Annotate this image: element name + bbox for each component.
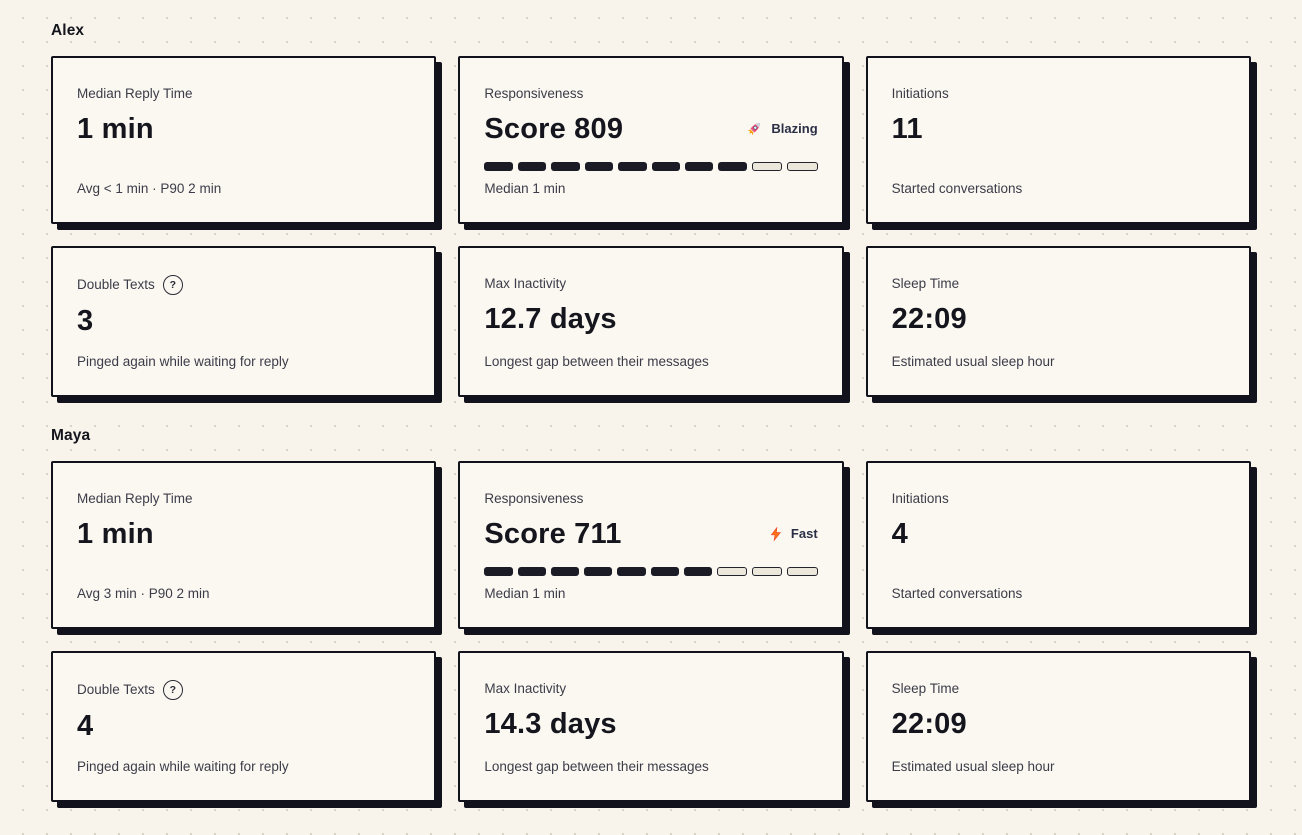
progress-segment [551, 162, 580, 172]
progress-segment [484, 162, 513, 172]
badge-label: Blazing [771, 121, 818, 137]
score-value: Score 809 [484, 112, 624, 145]
help-icon[interactable]: ? [162, 680, 183, 700]
progress-segment [651, 162, 680, 172]
card-subtext: Median 1 min [484, 586, 566, 602]
card-label: Responsiveness [484, 86, 584, 101]
progress-segment [584, 162, 614, 172]
card-responsiveness: Responsiveness Score 809 [458, 56, 844, 224]
card-label: Double Texts [77, 277, 155, 293]
card-subtext: Started conversations [891, 586, 1023, 602]
progress-segment [787, 162, 818, 172]
card-subtext: Longest gap between their messages [484, 354, 709, 370]
card-value: 3 [77, 305, 94, 337]
card-value: 1 min [77, 517, 154, 550]
card-subtext: Pinged again while waiting for reply [77, 759, 289, 775]
cards-grid: Median Reply Time 1 min Avg 3 min · P90 … [51, 461, 1251, 802]
progress-segment [718, 162, 747, 172]
responsiveness-progress-bar [484, 567, 818, 577]
responsiveness-progress-bar [484, 162, 818, 172]
card-subtext: Median 1 min [484, 181, 566, 197]
rocket-icon [746, 120, 763, 137]
score-row: Score 711 Fast [484, 516, 817, 552]
section-alex: Alex Median Reply Time 1 min Avg < 1 min… [51, 22, 1251, 397]
card-responsiveness: Responsiveness Score 711 Fast Median 1 m… [458, 461, 844, 629]
card-label-row: Double Texts ? [77, 275, 410, 295]
card-double-texts: Double Texts ? 4 Pinged again while wait… [51, 651, 437, 802]
responsiveness-badge: Blazing [746, 120, 818, 137]
progress-segment [484, 567, 513, 577]
cards-grid: Median Reply Time 1 min Avg < 1 min · P9… [51, 56, 1251, 397]
card-initiations: Initiations 11 Started conversations [865, 56, 1251, 224]
responsiveness-badge: Fast [769, 526, 818, 542]
badge-label: Fast [790, 526, 818, 542]
progress-segment [517, 567, 546, 577]
progress-segment [550, 567, 580, 577]
progress-segment [684, 162, 714, 172]
progress-segment [751, 162, 783, 172]
card-label-row: Double Texts ? [77, 680, 410, 700]
card-subtext: Avg 3 min · P90 2 min [77, 586, 210, 602]
card-label: Responsiveness [484, 491, 584, 506]
section-maya: Maya Median Reply Time 1 min Avg 3 min ·… [51, 427, 1251, 802]
card-max-inactivity: Max Inactivity 12.7 days Longest gap bet… [458, 246, 844, 397]
progress-segment [617, 567, 646, 577]
help-icon[interactable]: ? [162, 275, 183, 295]
card-subtext: Started conversations [891, 181, 1023, 197]
card-median-reply-time: Median Reply Time 1 min Avg < 1 min · P9… [51, 56, 437, 224]
card-subtext: Avg < 1 min · P90 2 min [77, 181, 222, 197]
card-value: 4 [891, 517, 908, 550]
card-value: 22:09 [891, 302, 967, 335]
section-title: Alex [51, 22, 85, 39]
card-subtext: Pinged again while waiting for reply [77, 354, 289, 370]
progress-segment [650, 567, 679, 577]
card-sleep-time: Sleep Time 22:09 Estimated usual sleep h… [865, 651, 1251, 802]
card-median-reply-time: Median Reply Time 1 min Avg 3 min · P90 … [51, 461, 437, 629]
card-value: 14.3 days [484, 707, 617, 740]
progress-segment [584, 567, 613, 577]
section-title: Maya [51, 427, 91, 444]
card-double-texts: Double Texts ? 3 Pinged again while wait… [51, 246, 437, 397]
progress-segment [716, 567, 748, 577]
card-label: Max Inactivity [484, 276, 567, 291]
card-subtext: Estimated usual sleep hour [891, 759, 1055, 775]
card-max-inactivity: Max Inactivity 14.3 days Longest gap bet… [458, 651, 844, 802]
card-value: 1 min [77, 112, 154, 145]
card-label: Sleep Time [891, 681, 960, 696]
card-subtext: Longest gap between their messages [484, 759, 709, 775]
lightning-icon [769, 526, 783, 542]
progress-segment [517, 162, 547, 172]
card-initiations: Initiations 4 Started conversations [865, 461, 1251, 629]
card-label: Max Inactivity [484, 681, 567, 696]
progress-segment [787, 567, 818, 577]
progress-segment [752, 567, 783, 577]
card-label: Median Reply Time [77, 86, 193, 101]
card-value: 12.7 days [484, 302, 617, 335]
card-label: Initiations [891, 86, 949, 101]
card-label: Sleep Time [891, 276, 960, 291]
card-sleep-time: Sleep Time 22:09 Estimated usual sleep h… [865, 246, 1251, 397]
card-value: 11 [891, 112, 923, 145]
card-value: 4 [77, 710, 94, 742]
card-label: Median Reply Time [77, 491, 193, 506]
card-label: Double Texts [77, 682, 155, 698]
card-subtext: Estimated usual sleep hour [891, 354, 1055, 370]
score-row: Score 809 Blazing [484, 111, 817, 147]
progress-segment [618, 162, 647, 172]
progress-segment [683, 567, 712, 577]
card-value: 22:09 [891, 707, 967, 740]
score-value: Score 711 [484, 517, 622, 550]
card-label: Initiations [891, 491, 949, 506]
